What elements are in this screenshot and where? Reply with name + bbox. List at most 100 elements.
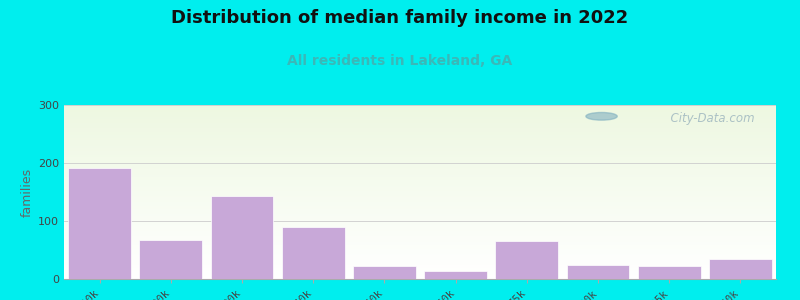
Bar bbox=[64, 248, 776, 249]
Bar bbox=[64, 137, 776, 138]
Bar bbox=[64, 186, 776, 187]
Bar bbox=[638, 266, 701, 279]
Bar bbox=[64, 117, 776, 118]
Bar bbox=[64, 170, 776, 171]
Bar bbox=[64, 226, 776, 227]
Bar bbox=[68, 168, 131, 279]
Bar bbox=[64, 208, 776, 209]
Bar bbox=[64, 193, 776, 194]
Bar bbox=[64, 235, 776, 236]
Bar bbox=[64, 165, 776, 166]
Bar bbox=[64, 125, 776, 126]
Y-axis label: families: families bbox=[21, 167, 34, 217]
Bar bbox=[64, 109, 776, 110]
Bar bbox=[64, 233, 776, 234]
Bar bbox=[210, 196, 274, 279]
Bar bbox=[64, 214, 776, 215]
Bar bbox=[64, 257, 776, 258]
Bar bbox=[64, 192, 776, 193]
Circle shape bbox=[586, 112, 618, 120]
Bar bbox=[64, 254, 776, 255]
Bar bbox=[64, 144, 776, 145]
Bar bbox=[64, 183, 776, 184]
Bar bbox=[64, 259, 776, 260]
Bar bbox=[424, 272, 487, 279]
Bar bbox=[64, 108, 776, 109]
Bar bbox=[64, 167, 776, 168]
Bar bbox=[64, 121, 776, 122]
Bar bbox=[64, 245, 776, 246]
Bar bbox=[64, 163, 776, 164]
Bar bbox=[64, 135, 776, 136]
Bar bbox=[64, 173, 776, 174]
Bar bbox=[64, 188, 776, 189]
Bar bbox=[64, 152, 776, 153]
Bar bbox=[64, 162, 776, 163]
Bar bbox=[566, 265, 630, 279]
Bar bbox=[353, 266, 416, 279]
Bar bbox=[64, 267, 776, 268]
Bar bbox=[64, 171, 776, 172]
Text: City-Data.com: City-Data.com bbox=[663, 112, 754, 125]
Bar bbox=[495, 241, 558, 279]
Bar bbox=[64, 160, 776, 161]
Bar bbox=[64, 166, 776, 167]
Bar bbox=[64, 211, 776, 212]
Bar bbox=[709, 259, 772, 279]
Bar bbox=[64, 114, 776, 115]
Bar bbox=[64, 130, 776, 131]
Bar bbox=[64, 262, 776, 263]
Bar bbox=[64, 119, 776, 120]
Bar bbox=[64, 273, 776, 274]
Bar bbox=[64, 198, 776, 199]
Bar bbox=[64, 216, 776, 217]
Bar bbox=[64, 200, 776, 201]
Bar bbox=[64, 128, 776, 129]
Bar bbox=[64, 277, 776, 278]
Bar bbox=[64, 212, 776, 213]
Bar bbox=[64, 209, 776, 210]
Bar bbox=[64, 153, 776, 154]
Bar bbox=[64, 190, 776, 191]
Bar bbox=[64, 219, 776, 220]
Bar bbox=[64, 278, 776, 279]
Bar bbox=[64, 157, 776, 158]
Bar bbox=[64, 263, 776, 264]
Bar bbox=[64, 169, 776, 170]
Bar bbox=[64, 112, 776, 113]
Bar bbox=[64, 242, 776, 243]
Bar bbox=[64, 185, 776, 186]
Bar bbox=[64, 158, 776, 159]
Bar bbox=[64, 249, 776, 250]
Bar bbox=[64, 236, 776, 237]
Bar bbox=[64, 107, 776, 108]
Bar bbox=[64, 195, 776, 196]
Bar bbox=[64, 120, 776, 121]
Bar bbox=[64, 178, 776, 179]
Bar bbox=[64, 110, 776, 111]
Bar bbox=[64, 223, 776, 224]
Bar bbox=[64, 132, 776, 133]
Bar bbox=[64, 151, 776, 152]
Bar bbox=[64, 124, 776, 125]
Bar bbox=[64, 199, 776, 200]
Bar bbox=[64, 251, 776, 252]
Bar bbox=[64, 129, 776, 130]
Bar bbox=[64, 250, 776, 251]
Bar bbox=[64, 191, 776, 192]
Bar bbox=[64, 106, 776, 107]
Bar bbox=[64, 140, 776, 141]
Bar bbox=[64, 265, 776, 266]
Bar bbox=[64, 256, 776, 257]
Bar bbox=[64, 123, 776, 124]
Bar bbox=[64, 241, 776, 242]
Bar bbox=[64, 261, 776, 262]
Bar bbox=[64, 274, 776, 275]
Bar bbox=[64, 243, 776, 244]
Bar bbox=[64, 207, 776, 208]
Bar bbox=[64, 275, 776, 276]
Bar bbox=[64, 164, 776, 165]
Bar bbox=[64, 217, 776, 218]
Bar bbox=[64, 187, 776, 188]
Bar bbox=[64, 237, 776, 238]
